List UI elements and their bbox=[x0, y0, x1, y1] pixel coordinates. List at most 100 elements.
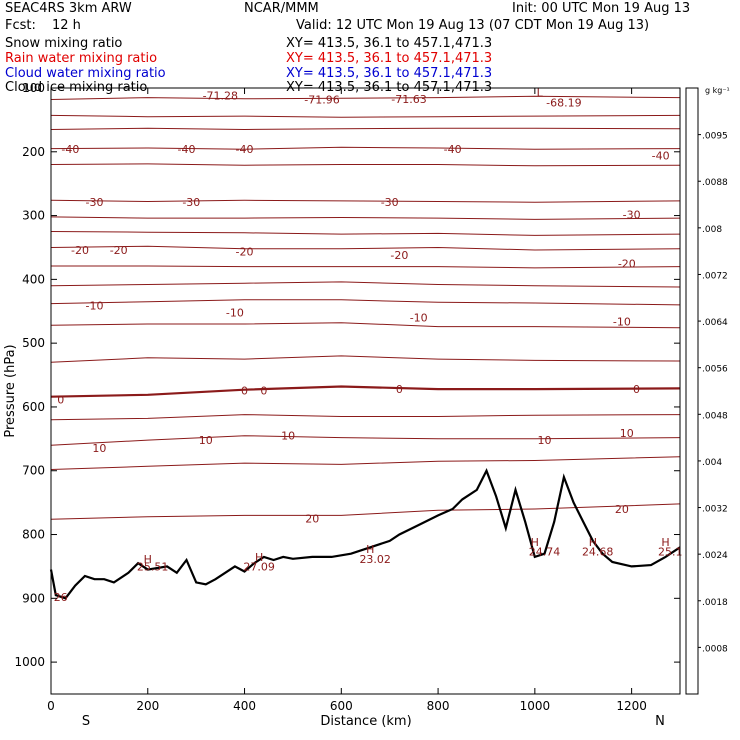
x-tick-label-1: 200 bbox=[136, 699, 159, 713]
plot-frame bbox=[50, 87, 681, 695]
y-tick-label-2: 300 bbox=[22, 209, 45, 223]
contour-line-16 bbox=[50, 435, 681, 446]
south-label: S bbox=[82, 714, 90, 729]
contour-line-17 bbox=[50, 456, 681, 470]
project-title: SEAC4RS 3km ARW bbox=[5, 1, 132, 16]
contour-label-27: 0 bbox=[633, 383, 640, 396]
contour-line-14 bbox=[50, 385, 681, 398]
contour-label-23: 0 bbox=[57, 393, 64, 406]
colorbar-label-6: .0048 bbox=[702, 411, 728, 421]
contour-line-13 bbox=[50, 355, 681, 363]
contour-label-2: -71.63 bbox=[391, 93, 426, 106]
y-tick-label-8: 900 bbox=[22, 591, 45, 605]
contour-line-5 bbox=[50, 199, 681, 203]
legend-cloud-water-label: Cloud water mixing ratio bbox=[5, 66, 166, 81]
legend-rain-label: Rain water mixing ratio bbox=[5, 51, 158, 66]
contour-label-8: -40 bbox=[444, 143, 462, 156]
contour-label-1: -71.96 bbox=[304, 94, 339, 107]
contour-label-18: -20 bbox=[618, 257, 636, 270]
contour-line-0 bbox=[50, 95, 681, 100]
y-tick-label-4: 500 bbox=[22, 336, 45, 350]
colorbar-label-1: .0088 bbox=[702, 178, 728, 188]
contour-label-46: 25.1 bbox=[658, 546, 683, 559]
contour-label-42: 24.74 bbox=[529, 546, 561, 559]
y-tick-label-5: 600 bbox=[22, 400, 45, 414]
contour-label-21: -10 bbox=[410, 312, 428, 325]
colorbar-unit: g kg⁻¹ bbox=[705, 86, 730, 95]
contour-layer bbox=[50, 95, 681, 520]
x-tick-label-5: 1000 bbox=[520, 699, 551, 713]
contour-label-22: -10 bbox=[613, 316, 631, 329]
contour-label-34: 20 bbox=[615, 503, 629, 516]
contour-label-44: 24.68 bbox=[582, 546, 614, 559]
contour-label-43: H bbox=[589, 536, 597, 549]
fcst-value: 12 h bbox=[52, 18, 81, 33]
contour-label-41: H bbox=[531, 536, 539, 549]
contour-label-10: -30 bbox=[86, 196, 104, 209]
colorbar-label-10: .0018 bbox=[702, 598, 728, 608]
contour-line-2 bbox=[50, 127, 681, 131]
contour-line-1 bbox=[50, 114, 681, 118]
colorbar-label-7: .004 bbox=[702, 458, 722, 468]
x-tick-label-2: 400 bbox=[233, 699, 256, 713]
valid-time: Valid: 12 UTC Mon 19 Aug 13 (07 CDT Mon … bbox=[296, 18, 650, 33]
contour-label-38: 27.09 bbox=[243, 560, 275, 573]
contour-label-6: -40 bbox=[178, 143, 196, 156]
colorbar-label-4: .0064 bbox=[702, 318, 728, 328]
y-tick-label-3: 400 bbox=[22, 272, 45, 286]
contour-label-13: -30 bbox=[623, 208, 641, 221]
colorbar-label-11: .0008 bbox=[702, 644, 728, 654]
contour-label-19: -10 bbox=[86, 300, 104, 313]
contour-label-12: -30 bbox=[381, 196, 399, 209]
legend-cloud-water-xy: XY= 413.5, 36.1 to 457.1,471.3 bbox=[286, 66, 493, 81]
y-axis-label: Pressure (hPa) bbox=[3, 344, 18, 437]
legend-snow-label: Snow mixing ratio bbox=[5, 36, 123, 51]
terrain-layer bbox=[49, 467, 681, 600]
contour-label-40: 23.02 bbox=[359, 553, 391, 566]
contour-label-33: 20 bbox=[305, 513, 319, 526]
colorbar-label-0: .0095 bbox=[702, 132, 728, 142]
contour-label-14: -20 bbox=[71, 244, 89, 257]
x-axis-label: Distance (km) bbox=[320, 714, 411, 729]
contour-line-18 bbox=[50, 503, 681, 520]
contour-label-20: -10 bbox=[226, 307, 244, 320]
north-label: N bbox=[655, 714, 665, 729]
contour-label-32: 10 bbox=[620, 427, 634, 440]
org-label: NCAR/MMM bbox=[244, 1, 319, 16]
contour-label-4: -68.19 bbox=[546, 97, 581, 110]
contour-label-36: 25.51 bbox=[137, 560, 169, 573]
legend-snow-xy: XY= 413.5, 36.1 to 457.1,471.3 bbox=[286, 36, 493, 51]
fcst-label: Fcst: bbox=[5, 18, 36, 33]
contour-label-25: 0 bbox=[260, 384, 267, 397]
init-time: Init: 00 UTC Mon 19 Aug 13 bbox=[512, 1, 691, 16]
contour-line-11 bbox=[50, 299, 681, 306]
x-tick-label-6: 1200 bbox=[616, 699, 647, 713]
colorbar-label-5: .0056 bbox=[702, 365, 728, 375]
contour-label-37: H bbox=[255, 551, 263, 564]
contour-line-12 bbox=[50, 322, 681, 329]
contour-label-28: 10 bbox=[92, 442, 106, 455]
contour-line-4 bbox=[50, 163, 681, 167]
contour-label-30: 10 bbox=[281, 430, 295, 443]
contour-label-47: 26 bbox=[54, 591, 68, 604]
contour-label-26: 0 bbox=[396, 383, 403, 396]
y-tick-label-9: 1000 bbox=[14, 655, 45, 669]
contour-label-11: -30 bbox=[182, 196, 200, 209]
contour-line-7 bbox=[50, 231, 681, 236]
y-tick-label-0: 100 bbox=[22, 81, 45, 95]
colorbar-label-2: .008 bbox=[702, 225, 722, 235]
legend-rain-xy: XY= 413.5, 36.1 to 457.1,471.3 bbox=[286, 51, 493, 66]
colorbar-label-3: .0072 bbox=[702, 271, 728, 281]
contour-label-15: -20 bbox=[110, 244, 128, 257]
x-tick-label-0: 0 bbox=[47, 699, 55, 713]
contour-label-3: L bbox=[537, 87, 544, 100]
contour-label-31: 10 bbox=[538, 434, 552, 447]
y-tick-label-7: 800 bbox=[22, 528, 45, 542]
contour-line-15 bbox=[50, 414, 681, 421]
contour-line-9 bbox=[51, 265, 681, 269]
contour-line-10 bbox=[50, 281, 681, 288]
colorbar-label-9: .0024 bbox=[702, 551, 728, 561]
contour-label-9: -40 bbox=[652, 150, 670, 163]
